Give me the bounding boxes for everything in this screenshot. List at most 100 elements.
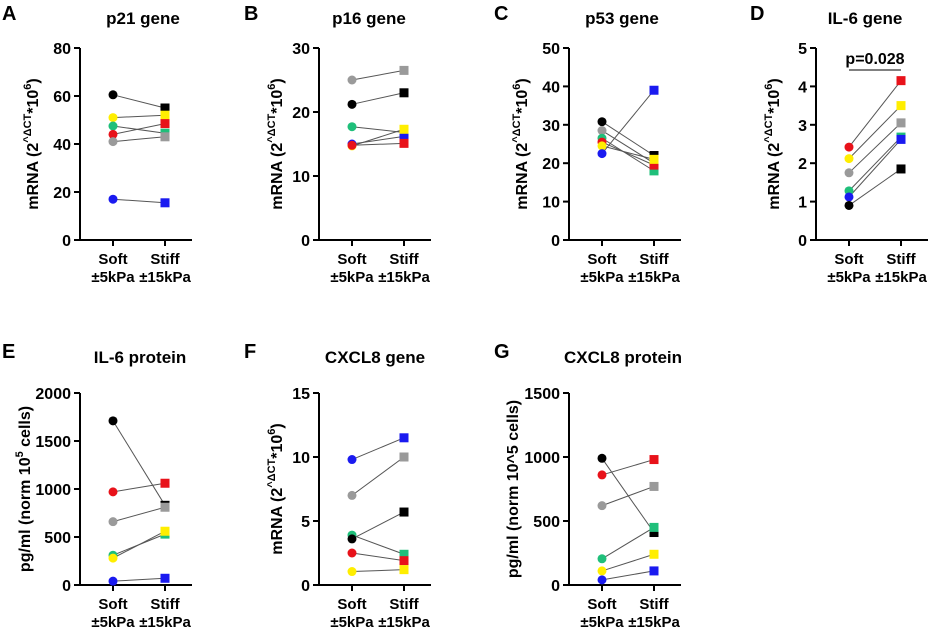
point-stiff-red (649, 455, 659, 465)
point-stiff-green (649, 166, 659, 176)
panel-title: p53 gene (585, 9, 659, 28)
donor-line-yellow (351, 569, 405, 573)
y-tick-label: 0 (62, 578, 71, 595)
x-tick-label: Stiff (150, 596, 180, 613)
y-tick-label: 60 (53, 89, 71, 106)
point-soft-red (347, 548, 357, 558)
donor-line-yellow (601, 553, 655, 572)
point-soft-gray (108, 137, 118, 147)
y-tick-label: 500 (533, 514, 560, 531)
y-axis-label: mRNA (2^ΔCT*106) (511, 78, 531, 209)
y-tick-label: 40 (53, 137, 71, 154)
panel-title: CXCL8 protein (564, 348, 682, 367)
y-axis-label: mRNA (2^ΔCT*106) (266, 423, 286, 554)
y-axis-label: mRNA (2^ΔCT*106) (22, 78, 42, 209)
donor-line-yellow (601, 145, 655, 160)
point-soft-blue (108, 194, 118, 204)
point-stiff-blue (160, 198, 170, 208)
y-tick-label: 40 (542, 79, 560, 96)
point-stiff-red (160, 119, 170, 129)
point-stiff-black (399, 507, 409, 517)
x-tick-label-sub: ±15kPa (378, 269, 430, 286)
point-stiff-gray (896, 118, 906, 128)
point-stiff-yellow (896, 101, 906, 111)
point-stiff-red (649, 160, 659, 170)
point-soft-blue (844, 192, 854, 202)
x-tick-label: Stiff (389, 596, 419, 613)
point-stiff-green (649, 522, 659, 532)
donor-line-red (601, 141, 655, 166)
point-soft-yellow (844, 154, 854, 164)
donor-line-green (112, 125, 166, 134)
point-stiff-yellow (649, 154, 659, 164)
y-tick-label: 5 (301, 514, 310, 531)
donor-line-black (601, 457, 655, 533)
x-tick-label: Soft (587, 596, 616, 613)
panel-title: IL-6 gene (828, 9, 903, 28)
point-stiff-black (649, 528, 659, 538)
point-stiff-red (160, 478, 170, 488)
donor-line-green (848, 136, 902, 192)
y-tick-label: 80 (53, 41, 71, 58)
donor-line-blue (601, 89, 655, 154)
point-stiff-black (896, 164, 906, 174)
panel-e: E IL-6 protein pg/ml (norm 105 cells) 0 500 1… (2, 341, 192, 627)
point-stiff-gray (649, 481, 659, 491)
point-soft-green (108, 121, 118, 131)
donor-line-yellow (112, 530, 166, 559)
point-stiff-gray (160, 502, 170, 512)
y-tick-label: 20 (542, 156, 560, 173)
y-tick-label: 3 (798, 118, 807, 135)
donor-line-blue (112, 198, 166, 204)
y-tick-label: 30 (292, 41, 310, 58)
y-tick-label: 20 (53, 185, 71, 202)
x-tick-label-sub: ±5kPa (827, 269, 871, 286)
point-soft-blue (108, 576, 118, 586)
x-tick-label-sub: ±5kPa (330, 614, 374, 627)
y-tick-label: 20 (292, 105, 310, 122)
donor-line-yellow (112, 114, 166, 119)
x-tick-label-sub: ±15kPa (628, 269, 680, 286)
point-soft-red (108, 129, 118, 139)
x-tick-label: Soft (337, 596, 366, 613)
point-soft-yellow (597, 566, 607, 576)
point-soft-blue (597, 149, 607, 159)
x-tick-label: Stiff (886, 251, 916, 268)
y-tick-label: 50 (542, 41, 560, 58)
y-tick-label: 30 (542, 118, 560, 135)
point-stiff-red (399, 556, 409, 566)
x-tick-label-sub: ±5kPa (580, 614, 624, 627)
panel-g: G CXCL8 protein pg/ml (norm 10^5 cells) 0 50… (494, 341, 682, 627)
donor-line-red (601, 459, 655, 476)
x-tick-label: Soft (834, 251, 863, 268)
point-soft-yellow (108, 553, 118, 563)
x-tick-label: Soft (587, 251, 616, 268)
x-tick-label: Stiff (389, 251, 419, 268)
point-stiff-gray (160, 132, 170, 142)
point-soft-gray (347, 75, 357, 85)
point-stiff-blue (399, 433, 409, 443)
donor-line-blue (112, 577, 166, 582)
point-soft-gray (347, 490, 357, 500)
y-tick-label: 500 (44, 530, 71, 547)
x-tick-label: Stiff (639, 596, 669, 613)
donor-line-gray (601, 485, 655, 507)
point-soft-gray (108, 517, 118, 527)
y-tick-label: 0 (551, 233, 560, 250)
y-tick-label: 2 (798, 156, 807, 173)
y-tick-label: 10 (292, 169, 310, 186)
donor-line-blue (601, 570, 655, 581)
point-stiff-blue (160, 573, 170, 583)
point-stiff-red (399, 138, 409, 148)
panel-letter: E (2, 341, 15, 363)
y-tick-label: 1500 (35, 434, 71, 451)
donor-line-black (848, 168, 902, 206)
donor-line-gray (351, 456, 405, 496)
x-tick-label-sub: ±15kPa (628, 614, 680, 627)
y-tick-label: 1 (798, 195, 807, 212)
donor-line-black (351, 511, 405, 540)
x-tick-label-sub: ±15kPa (139, 269, 191, 286)
point-soft-black (108, 90, 118, 100)
